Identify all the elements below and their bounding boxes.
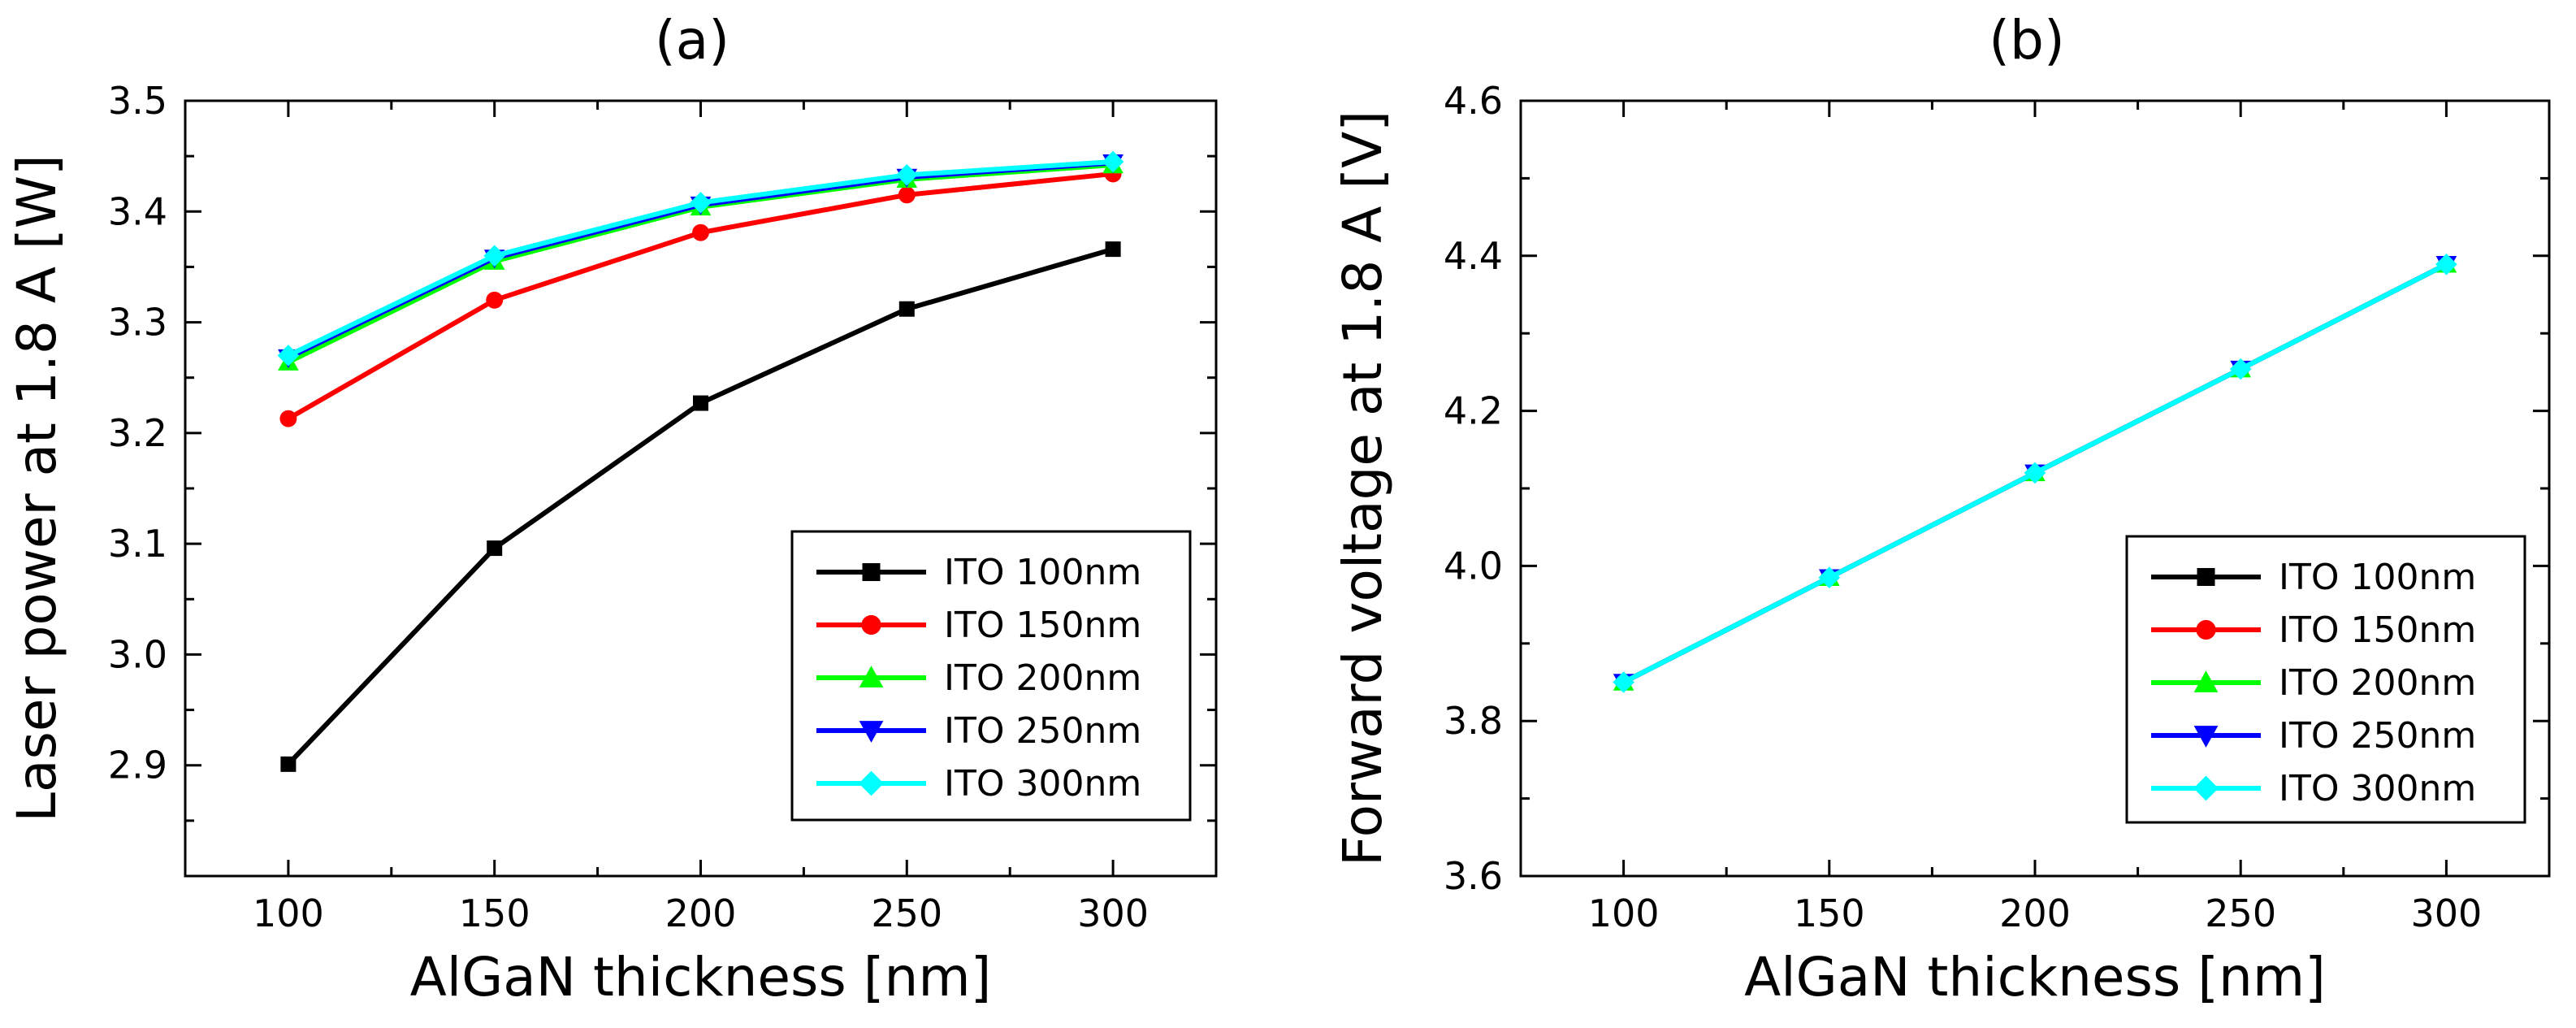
panel-title: (a) xyxy=(655,9,730,72)
panel-a: 100 150 200 250 300 2.9 3.0 3.1 3.2 3.3 3.4 3.5 (a) A… xyxy=(6,9,1218,1008)
x-tick-label: 200 xyxy=(1999,891,2071,935)
legend-label: ITO 150nm xyxy=(2279,609,2476,651)
y-tick-label: 2.9 xyxy=(108,744,167,787)
data-point xyxy=(280,756,297,772)
legend-marker xyxy=(2197,568,2215,586)
y-tick-label: 3.0 xyxy=(108,632,167,676)
y-tick-label: 4.0 xyxy=(1444,544,1503,588)
x-tick-label: 150 xyxy=(459,891,530,935)
legend-label: ITO 250nm xyxy=(2279,715,2476,757)
panel-title: (b) xyxy=(1989,9,2064,72)
x-tick-label: 250 xyxy=(871,891,942,935)
legend-label: ITO 200nm xyxy=(944,657,1141,699)
legend-marker xyxy=(2196,619,2216,640)
legend-marker xyxy=(2193,775,2219,801)
data-point xyxy=(1102,150,1124,173)
legend-marker xyxy=(859,721,884,743)
legend-marker xyxy=(859,666,884,688)
data-point xyxy=(2435,253,2457,275)
y-tick-label: 4.4 xyxy=(1444,234,1503,278)
series-ito-300nm xyxy=(1613,253,2457,693)
x-tick-label: 200 xyxy=(665,891,737,935)
legend-marker xyxy=(2193,670,2219,692)
legend-marker xyxy=(2193,726,2219,748)
legend-marker xyxy=(859,770,884,796)
data-point xyxy=(1613,671,1634,693)
y-axis-label: Forward voltage at 1.8 A [V] xyxy=(1331,111,1394,866)
legend-marker xyxy=(862,563,881,581)
series-ito-100nm xyxy=(280,241,1121,772)
legend-box xyxy=(2125,535,2526,824)
data-point xyxy=(2024,462,2046,484)
x-axis-label: AlGaN thickness [nm] xyxy=(1744,946,2326,1008)
y-tick-label: 3.4 xyxy=(108,189,167,233)
legend-label: ITO 200nm xyxy=(2279,662,2476,704)
legend-label: ITO 150nm xyxy=(944,605,1141,646)
x-tick-label: 150 xyxy=(1794,891,1865,935)
x-tick-label: 300 xyxy=(1077,891,1149,935)
legend-label: ITO 100nm xyxy=(944,552,1141,593)
data-point xyxy=(487,540,503,557)
data-point xyxy=(2229,358,2252,380)
y-tick-label: 3.1 xyxy=(108,522,167,566)
data-point xyxy=(483,245,505,267)
data-point xyxy=(279,410,297,427)
legend: ITO 100nm ITO 150nm ITO 200nm ITO 250nm ITO … xyxy=(2125,535,2526,824)
legend-label: ITO 300nm xyxy=(944,763,1141,805)
x-tick-label: 300 xyxy=(2410,891,2482,935)
data-point xyxy=(690,192,712,214)
y-tick-label: 4.6 xyxy=(1444,79,1503,123)
legend-label: ITO 300nm xyxy=(2279,768,2476,809)
y-tick-label: 3.5 xyxy=(108,79,167,123)
data-point xyxy=(898,186,916,204)
x-axis-label: AlGaN thickness [nm] xyxy=(410,946,992,1008)
legend-marker xyxy=(861,614,881,635)
legend-label: ITO 100nm xyxy=(2279,557,2476,598)
data-point xyxy=(898,301,915,317)
y-tick-label: 3.3 xyxy=(108,301,167,345)
legend: ITO 100nm ITO 150nm ITO 200nm ITO 250nm ITO … xyxy=(790,530,1192,822)
data-point xyxy=(896,164,918,186)
y-axis-label: Laser power at 1.8 A [W] xyxy=(6,154,68,822)
y-tick-label: 3.8 xyxy=(1444,699,1503,743)
data-point xyxy=(1105,241,1121,258)
y-tick-label: 4.2 xyxy=(1444,389,1503,433)
data-point xyxy=(277,345,300,367)
panel-b: 100 150 200 250 300 3.6 3.8 4.0 4.2 4.4 4.6 (b) AlGa… xyxy=(1331,9,2551,1008)
data-point xyxy=(692,223,709,241)
series-ito-300nm xyxy=(277,150,1124,367)
data-point xyxy=(693,395,708,411)
series-line xyxy=(287,158,1114,358)
data-point xyxy=(1818,566,1841,589)
x-tick-label: 100 xyxy=(253,891,324,935)
y-tick-label: 3.2 xyxy=(108,411,167,455)
y-tick-label: 3.6 xyxy=(1444,854,1503,898)
x-tick-label: 100 xyxy=(1588,891,1660,935)
x-tick-label: 250 xyxy=(2205,891,2276,935)
data-point xyxy=(486,291,504,309)
legend-label: ITO 250nm xyxy=(944,710,1141,752)
